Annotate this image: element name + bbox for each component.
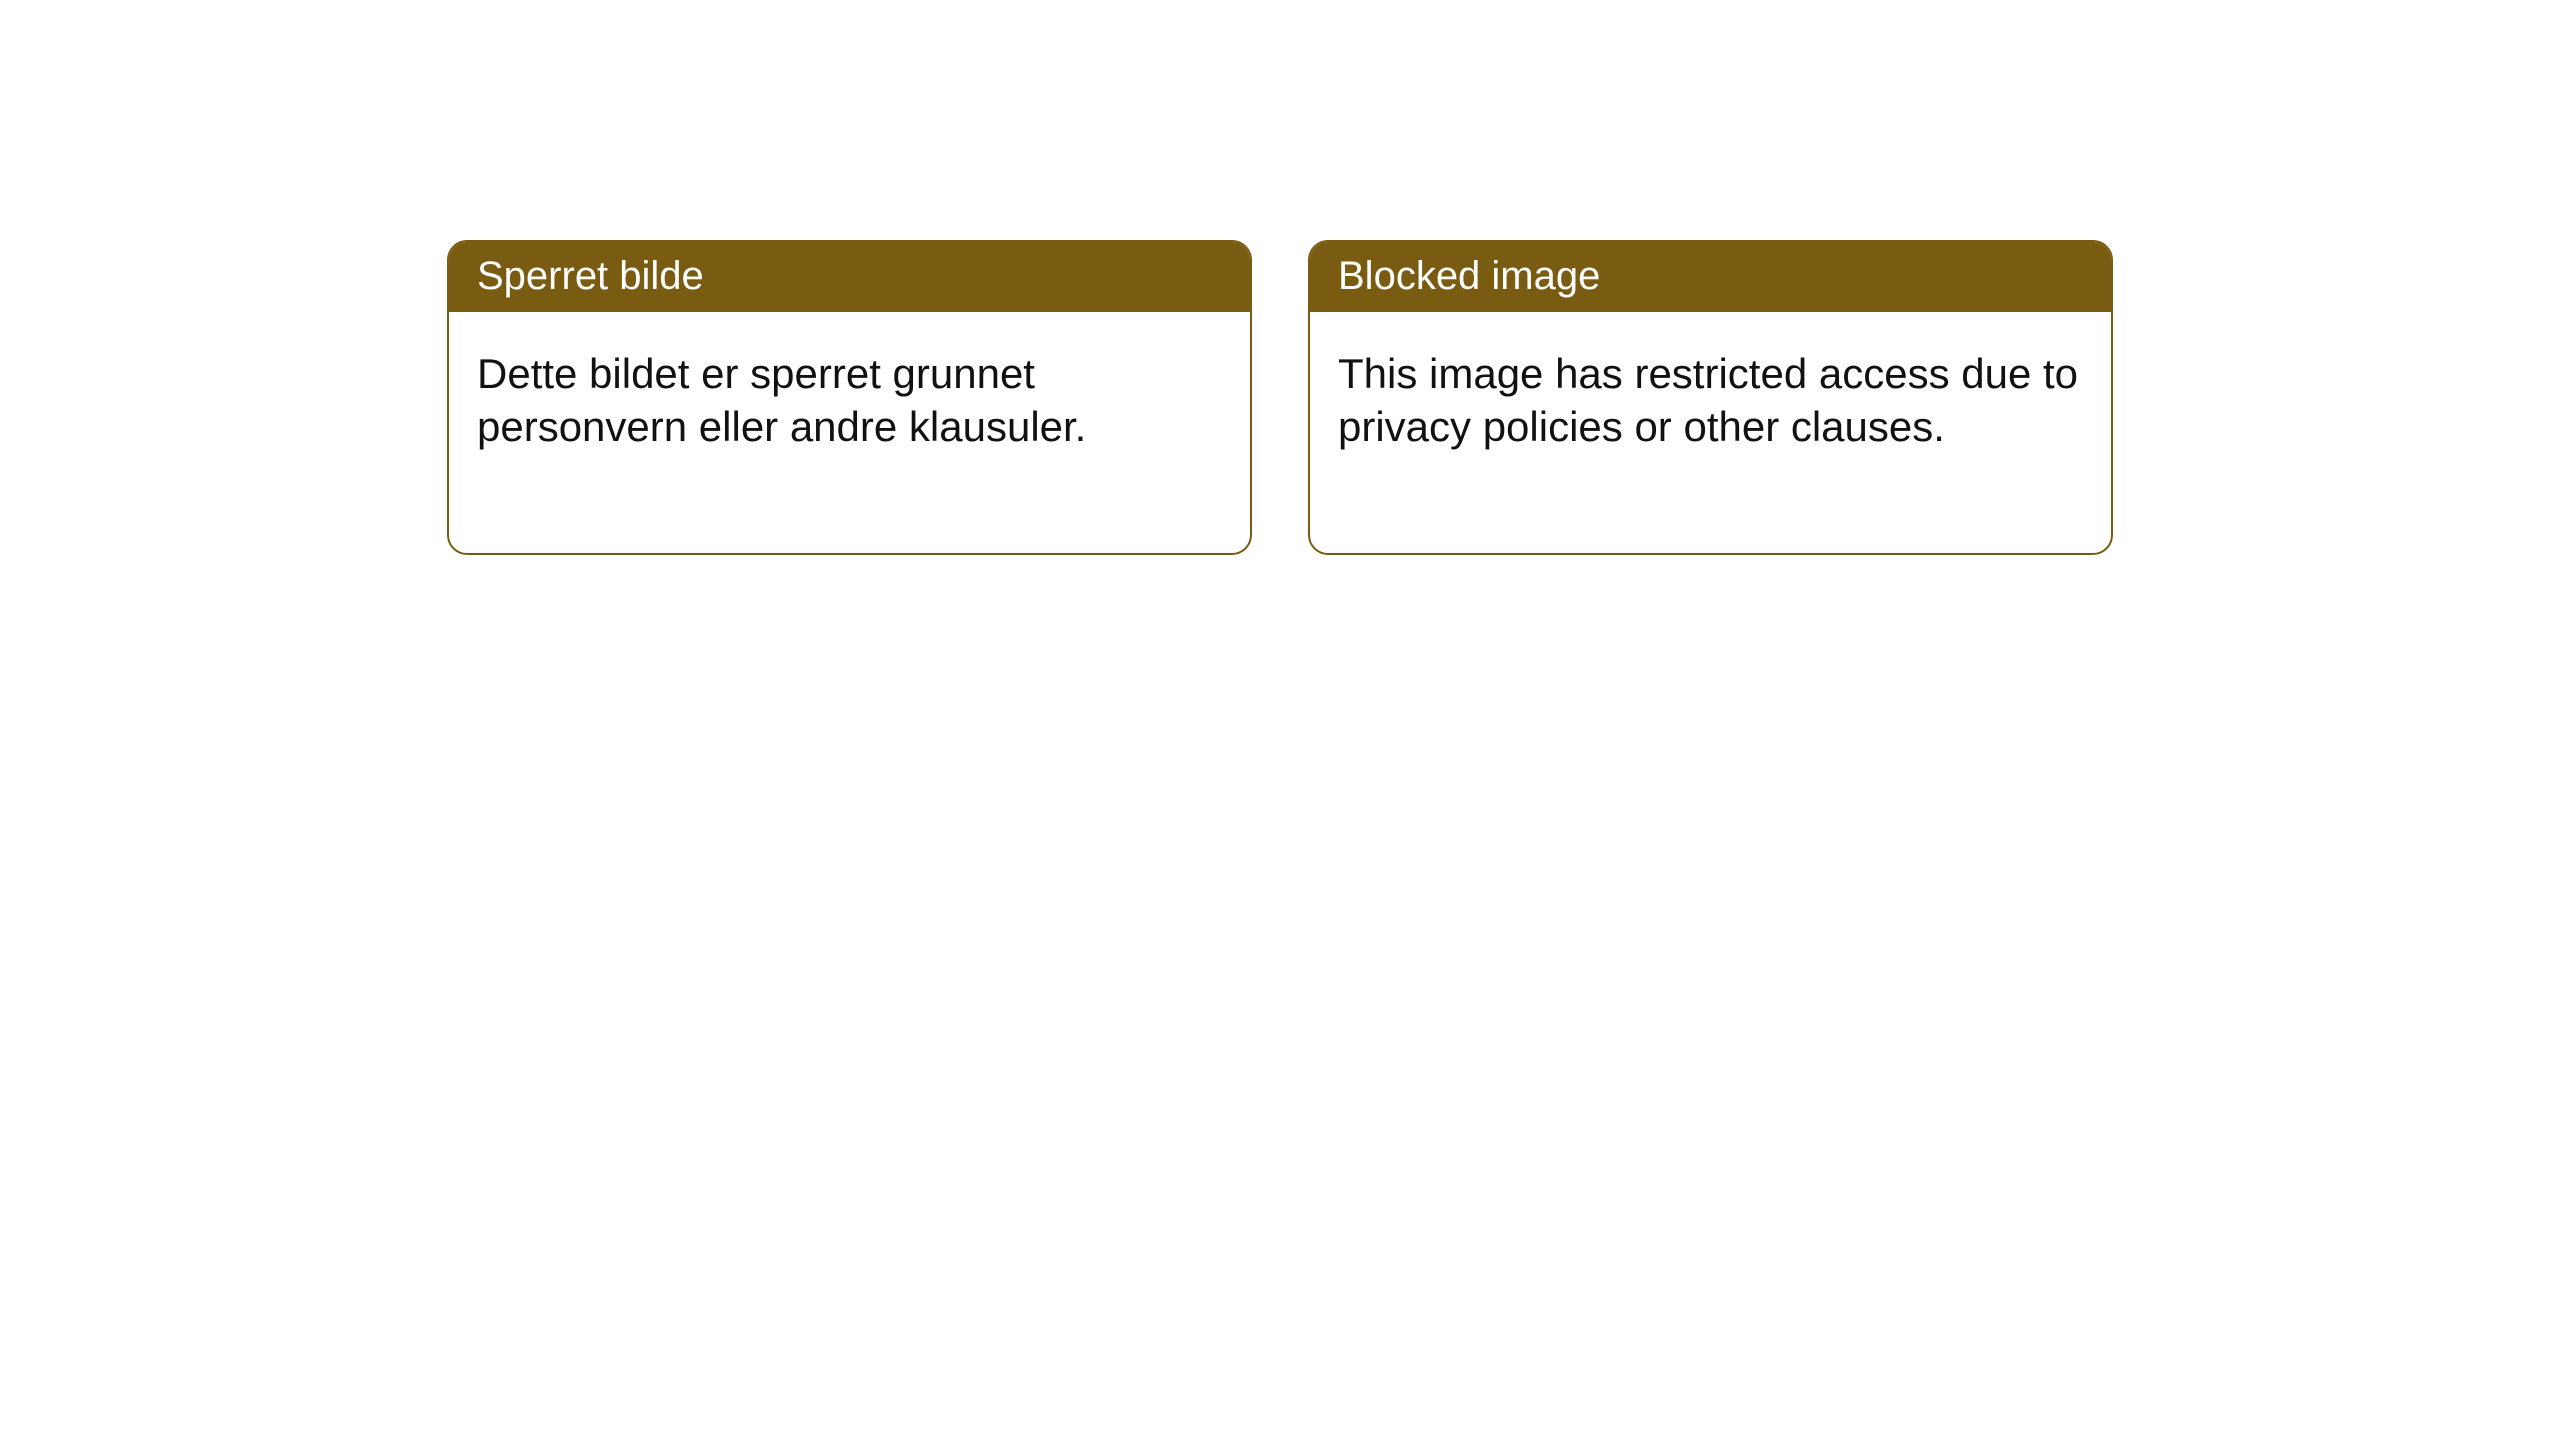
card-body-no: Dette bildet er sperret grunnet personve…	[449, 312, 1250, 553]
card-title-en: Blocked image	[1310, 242, 2111, 312]
card-body-en: This image has restricted access due to …	[1310, 312, 2111, 553]
blocked-image-card-en: Blocked image This image has restricted …	[1308, 240, 2113, 555]
blocked-image-card-no: Sperret bilde Dette bildet er sperret gr…	[447, 240, 1252, 555]
card-title-no: Sperret bilde	[449, 242, 1250, 312]
blocked-image-cards: Sperret bilde Dette bildet er sperret gr…	[447, 240, 2113, 555]
